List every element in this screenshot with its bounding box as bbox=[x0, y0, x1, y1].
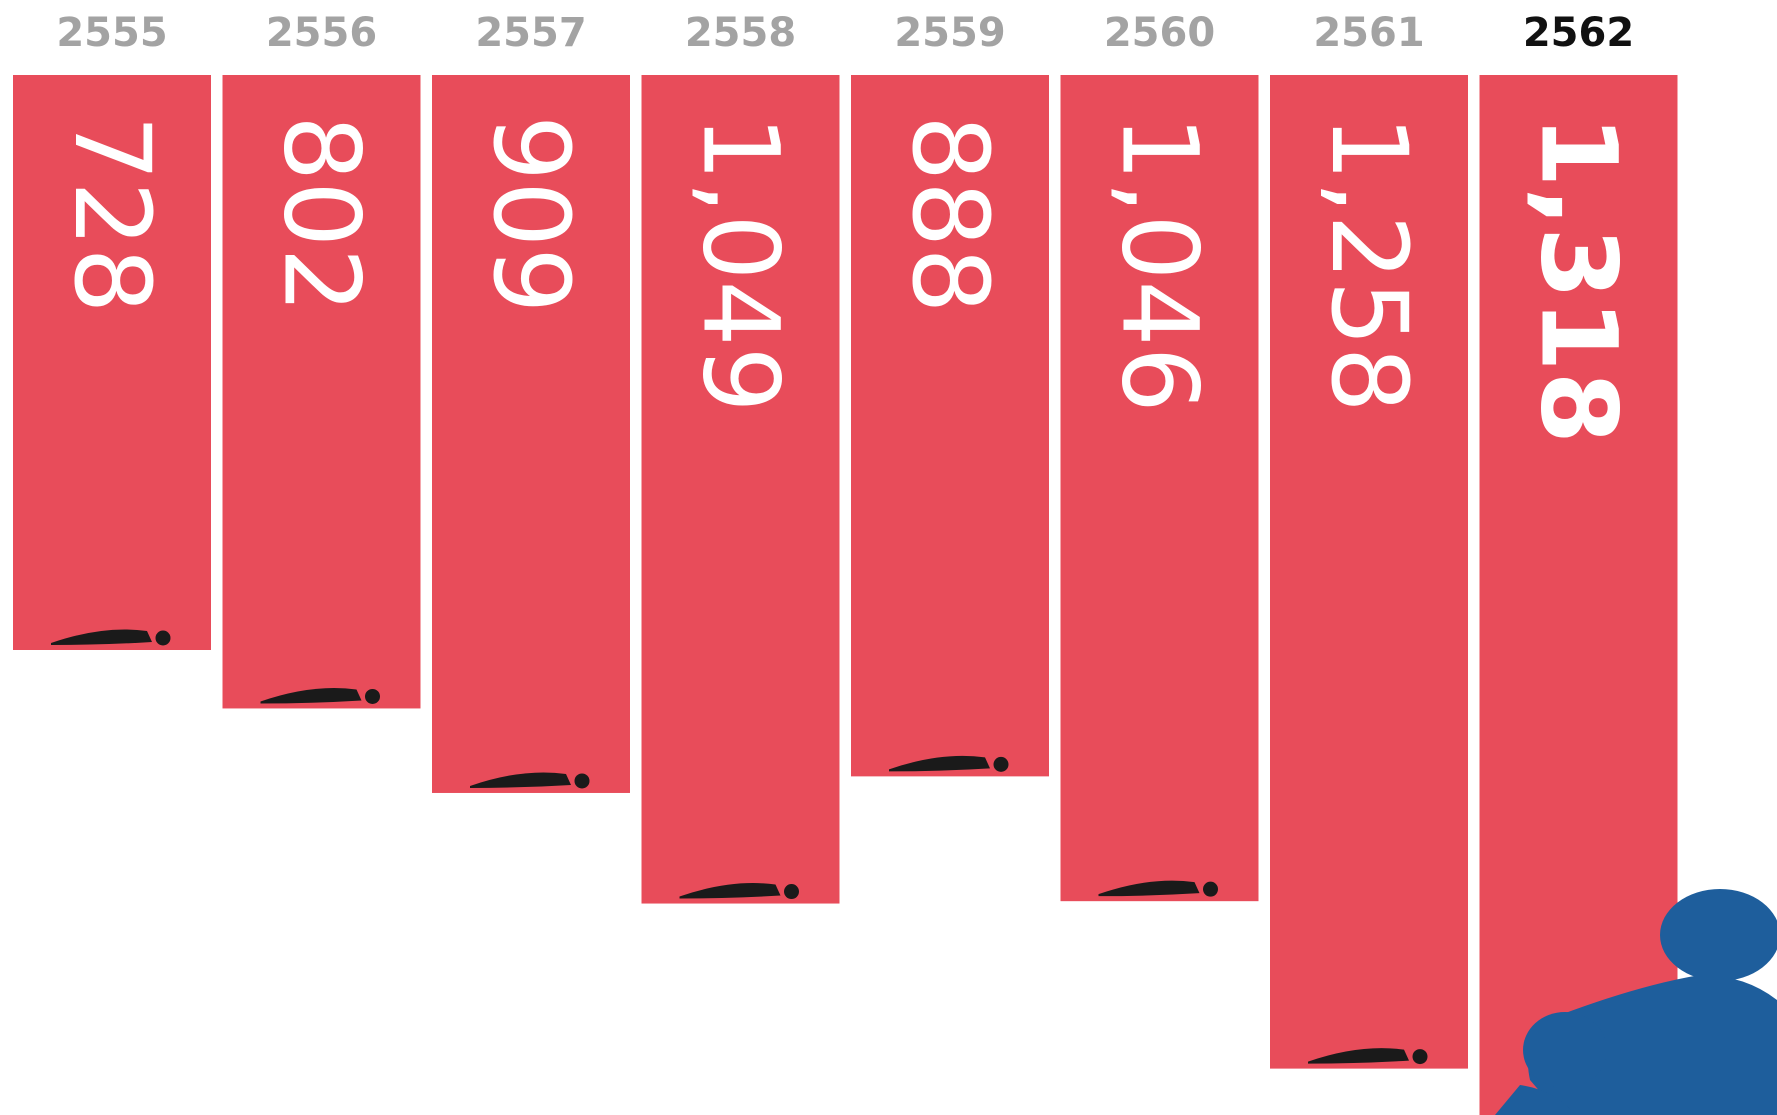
value-label-2555: 728 bbox=[51, 115, 173, 314]
value-label-2561: 1,258 bbox=[1308, 115, 1430, 413]
lying-person-icon bbox=[260, 687, 380, 704]
lying-person-icon bbox=[51, 629, 171, 646]
value-label-2558: 1,049 bbox=[680, 115, 802, 413]
value-label-2562: 1,318 bbox=[1518, 115, 1640, 444]
category-label-2556: 2556 bbox=[266, 10, 377, 56]
lying-person-icon bbox=[889, 755, 1009, 772]
category-label-2562: 2562 bbox=[1523, 10, 1634, 56]
category-label-2561: 2561 bbox=[1313, 10, 1424, 56]
bar-2558 bbox=[641, 75, 840, 904]
category-label-2559: 2559 bbox=[894, 10, 1005, 56]
bar-2555 bbox=[13, 75, 211, 650]
category-label-2555: 2555 bbox=[56, 10, 167, 56]
bar-2560 bbox=[1060, 75, 1259, 902]
bar-2562 bbox=[1479, 75, 1678, 1115]
lying-person-icon bbox=[1098, 880, 1218, 897]
lying-person-icon bbox=[470, 772, 590, 789]
bar-2556 bbox=[222, 75, 421, 709]
lying-figures-group bbox=[51, 629, 1428, 1065]
lying-person-icon bbox=[1308, 1048, 1428, 1065]
bar-2557 bbox=[432, 75, 630, 793]
value-label-2556: 802 bbox=[261, 115, 383, 314]
category-label-2560: 2560 bbox=[1104, 10, 1215, 56]
bar-2559 bbox=[851, 75, 1049, 777]
value-label-2560: 1,046 bbox=[1099, 115, 1221, 413]
category-label-2557: 2557 bbox=[475, 10, 586, 56]
bar-2561 bbox=[1270, 75, 1468, 1069]
bars-group bbox=[13, 75, 1678, 1115]
labels-group: 2555 728 2556 802 2557 909 2558 1,049 2559 888 256… bbox=[51, 10, 1640, 444]
lying-person-icon bbox=[679, 883, 799, 900]
value-label-2559: 888 bbox=[889, 115, 1011, 314]
crawling-baby-icon bbox=[1495, 889, 1777, 1115]
category-label-2558: 2558 bbox=[685, 10, 796, 56]
value-label-2557: 909 bbox=[470, 115, 592, 314]
